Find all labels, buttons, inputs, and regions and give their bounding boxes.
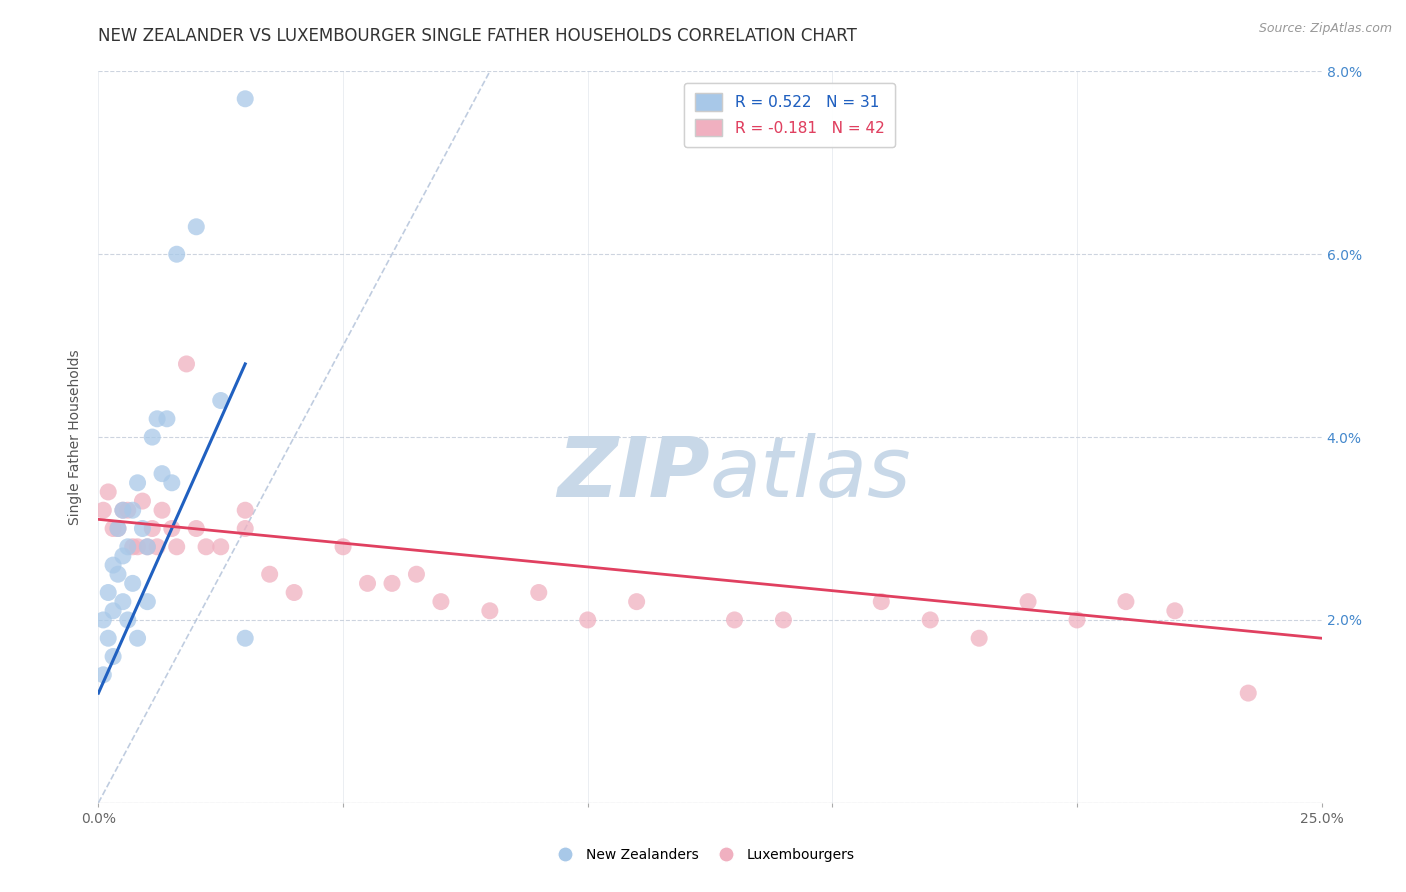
Legend: R = 0.522   N = 31, R = -0.181   N = 42: R = 0.522 N = 31, R = -0.181 N = 42 bbox=[685, 83, 896, 147]
Y-axis label: Single Father Households: Single Father Households bbox=[69, 350, 83, 524]
Point bbox=[131, 521, 153, 535]
Point bbox=[233, 503, 256, 517]
Point bbox=[91, 503, 114, 517]
Point bbox=[107, 521, 129, 535]
Point bbox=[576, 613, 599, 627]
Point bbox=[127, 632, 149, 646]
Point bbox=[111, 549, 134, 563]
Point bbox=[356, 576, 378, 591]
Point bbox=[121, 503, 143, 517]
Point bbox=[381, 576, 404, 591]
Point bbox=[91, 667, 114, 681]
Text: ZIP: ZIP bbox=[557, 434, 710, 514]
Point bbox=[233, 632, 256, 646]
Point bbox=[111, 503, 134, 517]
Point bbox=[166, 540, 188, 554]
Point bbox=[430, 595, 453, 609]
Text: atlas: atlas bbox=[710, 434, 911, 514]
Point bbox=[150, 467, 173, 481]
Point bbox=[723, 613, 745, 627]
Point bbox=[176, 357, 198, 371]
Point bbox=[166, 247, 188, 261]
Point bbox=[870, 595, 893, 609]
Point bbox=[146, 540, 169, 554]
Point bbox=[91, 613, 114, 627]
Point bbox=[127, 540, 149, 554]
Point bbox=[107, 567, 129, 582]
Point bbox=[233, 92, 256, 106]
Point bbox=[209, 393, 232, 408]
Point bbox=[141, 521, 163, 535]
Point bbox=[186, 219, 208, 234]
Point bbox=[127, 475, 149, 490]
Point bbox=[111, 503, 134, 517]
Point bbox=[141, 430, 163, 444]
Point bbox=[146, 412, 169, 426]
Point bbox=[209, 540, 232, 554]
Point bbox=[332, 540, 354, 554]
Text: Source: ZipAtlas.com: Source: ZipAtlas.com bbox=[1258, 22, 1392, 36]
Point bbox=[97, 632, 120, 646]
Point bbox=[967, 632, 990, 646]
Point bbox=[1017, 595, 1039, 609]
Point bbox=[97, 485, 120, 500]
Point bbox=[156, 412, 179, 426]
Point bbox=[131, 494, 153, 508]
Point bbox=[117, 503, 139, 517]
Point bbox=[259, 567, 281, 582]
Point bbox=[405, 567, 427, 582]
Point bbox=[233, 521, 256, 535]
Point bbox=[97, 585, 120, 599]
Text: NEW ZEALANDER VS LUXEMBOURGER SINGLE FATHER HOUSEHOLDS CORRELATION CHART: NEW ZEALANDER VS LUXEMBOURGER SINGLE FAT… bbox=[98, 27, 858, 45]
Point bbox=[101, 558, 124, 573]
Point bbox=[195, 540, 218, 554]
Point bbox=[772, 613, 794, 627]
Legend: New Zealanders, Luxembourgers: New Zealanders, Luxembourgers bbox=[546, 842, 860, 867]
Point bbox=[101, 521, 124, 535]
Point bbox=[1115, 595, 1137, 609]
Point bbox=[1066, 613, 1088, 627]
Point bbox=[101, 604, 124, 618]
Point bbox=[101, 649, 124, 664]
Point bbox=[1237, 686, 1260, 700]
Point bbox=[117, 540, 139, 554]
Point bbox=[107, 521, 129, 535]
Point bbox=[920, 613, 942, 627]
Point bbox=[186, 521, 208, 535]
Point bbox=[136, 540, 159, 554]
Point bbox=[136, 595, 159, 609]
Point bbox=[121, 540, 143, 554]
Point bbox=[160, 521, 183, 535]
Point bbox=[150, 503, 173, 517]
Point bbox=[117, 613, 139, 627]
Point bbox=[111, 595, 134, 609]
Point bbox=[283, 585, 305, 599]
Point bbox=[626, 595, 648, 609]
Point bbox=[136, 540, 159, 554]
Point bbox=[121, 576, 143, 591]
Point bbox=[478, 604, 501, 618]
Point bbox=[527, 585, 550, 599]
Point bbox=[1164, 604, 1187, 618]
Point bbox=[160, 475, 183, 490]
